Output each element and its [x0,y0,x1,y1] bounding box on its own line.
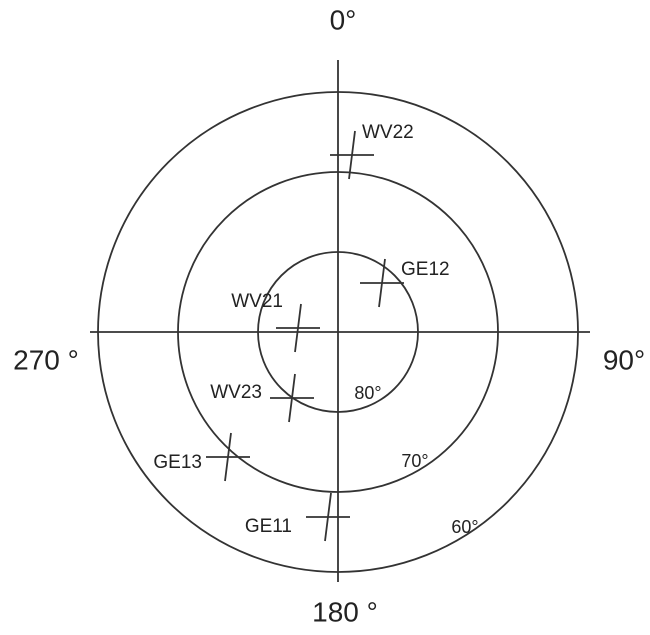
ring-label: 60° [451,517,478,537]
cross-vertical [324,492,332,542]
label-north: 0° [330,4,357,35]
satellite-label: GE11 [245,516,292,537]
cross-vertical [294,303,302,353]
cross-vertical [288,373,296,423]
ring-label: 70° [401,451,428,471]
satellite-label: WV21 [231,291,283,312]
satellite-label: GE12 [401,259,450,280]
label-south: 180 ° [312,596,378,627]
label-east: 90° [603,344,645,375]
cross-vertical [348,130,356,180]
ring-label: 80° [354,383,381,403]
satellite-label: WV22 [362,122,414,143]
satellite-label: GE13 [153,452,202,473]
satellite-label: WV23 [210,382,262,403]
cross-vertical [224,432,232,482]
label-west: 270 ° [13,344,79,375]
satellites: WV22 GE12 WV21 WV23 GE13 GE11 [153,122,450,542]
cross-vertical [378,258,386,308]
